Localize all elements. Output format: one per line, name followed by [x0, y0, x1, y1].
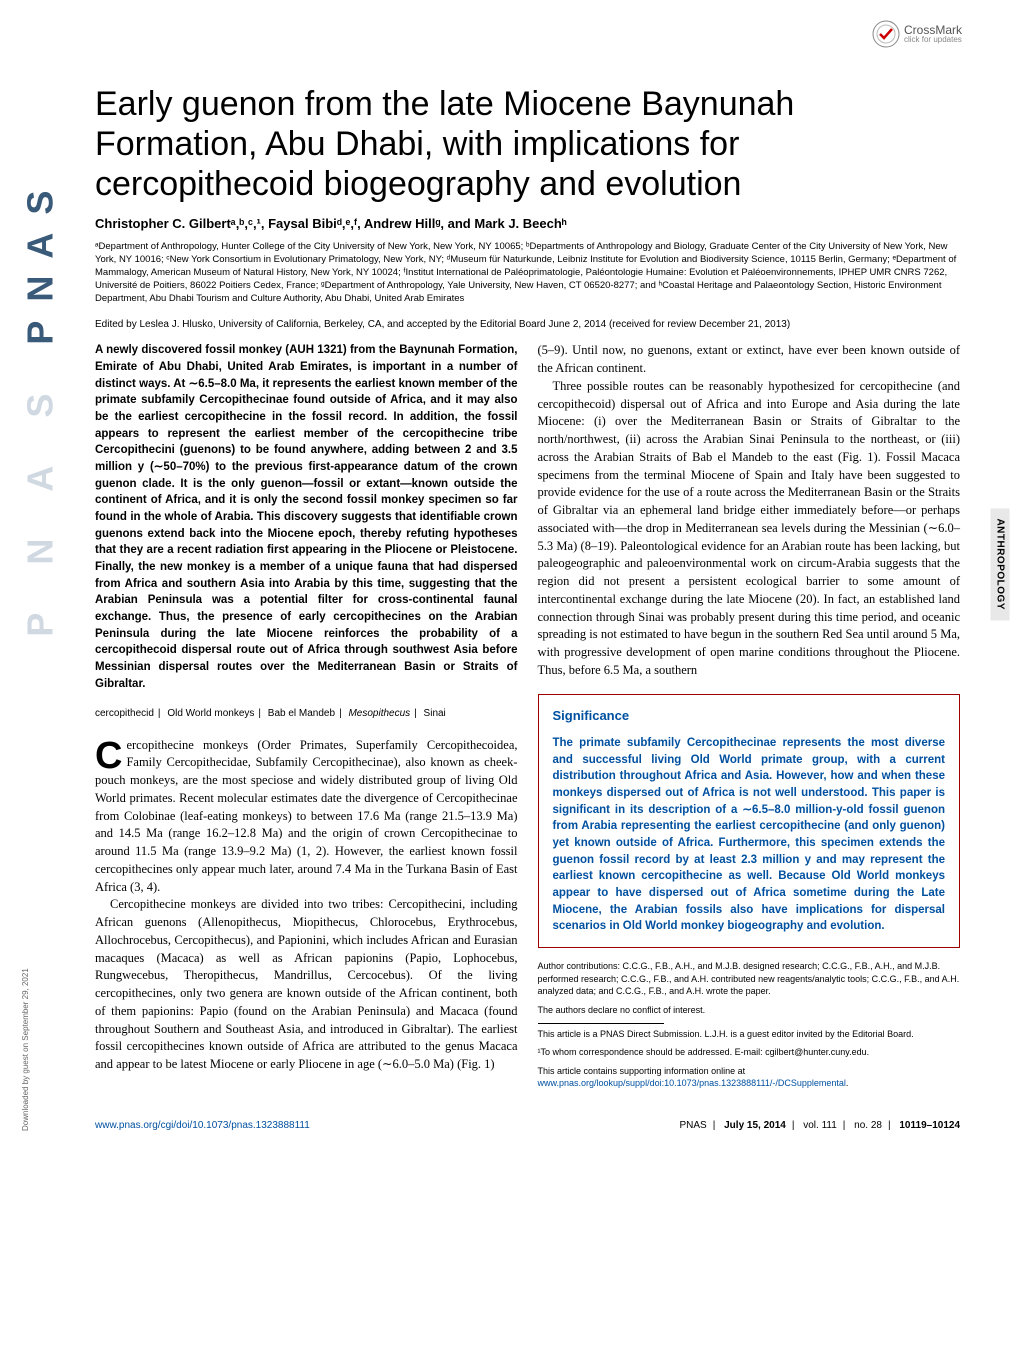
abstract-text: A newly discovered fossil monkey (AUH 13… [95, 342, 518, 692]
footer-doi[interactable]: www.pnas.org/cgi/doi/10.1073/pnas.132388… [95, 1120, 310, 1131]
page-footer: www.pnas.org/cgi/doi/10.1073/pnas.132388… [95, 1120, 960, 1131]
author-contributions: Author contributions: C.C.G., F.B., A.H.… [538, 960, 961, 998]
body-left-column: Cercopithecine monkeys (Order Primates, … [95, 737, 518, 1074]
body-right-column: (5–9). Until now, no guenons, extant or … [538, 342, 961, 679]
significance-text: The primate subfamily Cercopithecinae re… [553, 735, 946, 935]
keywords-line: cercopithecid| Old World monkeys| Bab el… [95, 707, 518, 721]
significance-box: Significance The primate subfamily Cerco… [538, 694, 961, 949]
direct-submission-note: This article is a PNAS Direct Submission… [538, 1028, 961, 1041]
footer-journal: PNAS [680, 1120, 707, 1131]
conflict-statement: The authors declare no conflict of inter… [538, 1004, 961, 1017]
crossmark-sublabel: click for updates [904, 36, 962, 44]
footer-date: July 15, 2014 [724, 1120, 786, 1131]
edited-by-line: Edited by Leslea J. Hlusko, University o… [95, 319, 960, 330]
footer-issue: no. 28 [854, 1120, 882, 1131]
crossmark-icon [872, 20, 900, 48]
correspondence-note: ¹To whom correspondence should be addres… [538, 1046, 961, 1059]
supporting-info-note: This article contains supporting informa… [538, 1065, 961, 1090]
affiliations: ᵃDepartment of Anthropology, Hunter Coll… [95, 241, 960, 305]
crossmark-badge[interactable]: CrossMark click for updates [872, 20, 962, 48]
footer-pages: 10119–10124 [899, 1120, 960, 1131]
supporting-info-link[interactable]: www.pnas.org/lookup/suppl/doi:10.1073/pn… [538, 1078, 846, 1088]
footnotes-block: Author contributions: C.C.G., F.B., A.H.… [538, 960, 961, 1090]
significance-heading: Significance [553, 707, 946, 725]
footer-volume: vol. 111 [803, 1120, 837, 1131]
author-list: Christopher C. Gilbertᵃ,ᵇ,ᶜ,¹, Faysal Bi… [95, 216, 960, 231]
article-title: Early guenon from the late Miocene Baynu… [95, 84, 960, 204]
